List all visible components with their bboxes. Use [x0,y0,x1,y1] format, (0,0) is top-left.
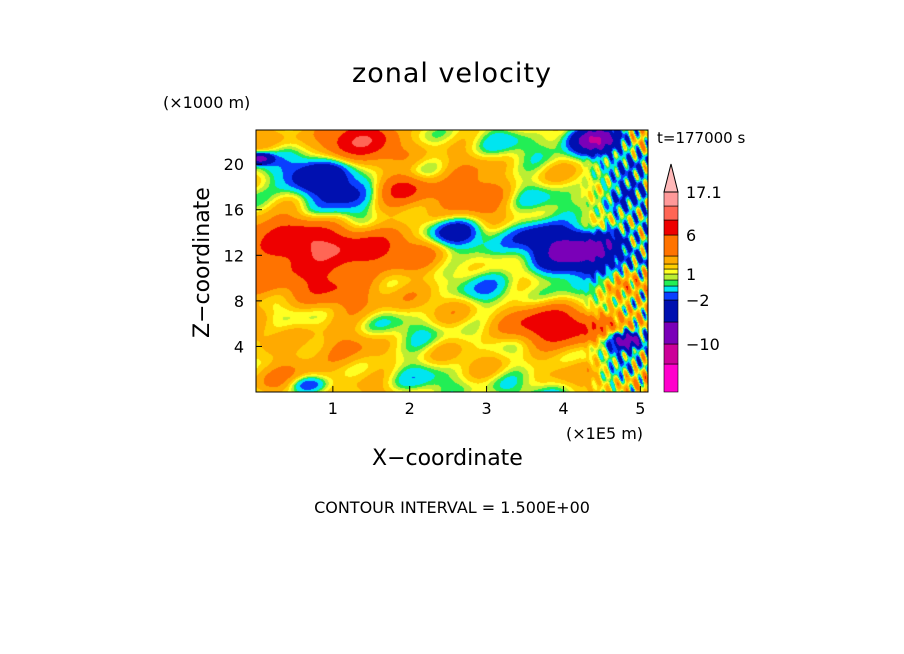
time-label: t=177000 s [657,129,746,147]
x-tick-label: 3 [481,399,491,418]
plot-frame [255,129,649,393]
x-ticks-group: 1 2 3 4 5 [328,386,645,418]
colorbar-band [663,321,679,345]
y-tick-label: 20 [224,155,244,174]
colorbar-band [663,279,679,287]
x-tick-label: 1 [328,399,338,418]
colorbar-band [663,205,679,221]
x-axis-unit: (×1E5 m) [566,424,644,443]
colorbar-band [663,234,679,257]
contour-interval-note: CONTOUR INTERVAL = 1.500E+00 [314,498,590,517]
colorbar-band [663,263,679,270]
colorbar: 17.1 6 1 −2 −10 [663,163,722,393]
x-tick-label: 2 [405,399,415,418]
x-tick-label: 5 [635,399,645,418]
colorbar-band [663,273,679,281]
colorbar-band [663,191,679,207]
y-ticks-group: 4 8 12 16 20 [224,155,262,356]
colorbar-band [663,285,679,293]
colorbar-band [663,255,679,265]
colorbar-band [663,219,679,236]
colorbar-band [663,363,679,393]
colorbar-label: 6 [686,226,696,245]
y-tick-label: 8 [234,292,244,311]
y-tick-label: 12 [224,246,244,265]
colorbar-label: 17.1 [686,183,722,202]
colorbar-band [663,343,679,365]
x-tick-label: 4 [558,399,568,418]
velocity-field-image [256,130,648,392]
chart-title: zonal velocity [352,58,552,89]
x-axis-label: X−coordinate [372,446,523,471]
colorbar-label: −10 [686,335,720,354]
y-tick-label: 4 [234,337,244,356]
colorbar-label: 1 [686,265,696,284]
colorbar-label: −2 [686,291,710,310]
colorbar-band [663,291,679,301]
y-axis-unit: (×1000 m) [163,93,251,112]
colorbar-overflow-triangle [663,163,679,193]
colorbar-band [663,268,679,275]
y-tick-label: 16 [224,201,244,220]
colorbar-band [663,299,679,323]
